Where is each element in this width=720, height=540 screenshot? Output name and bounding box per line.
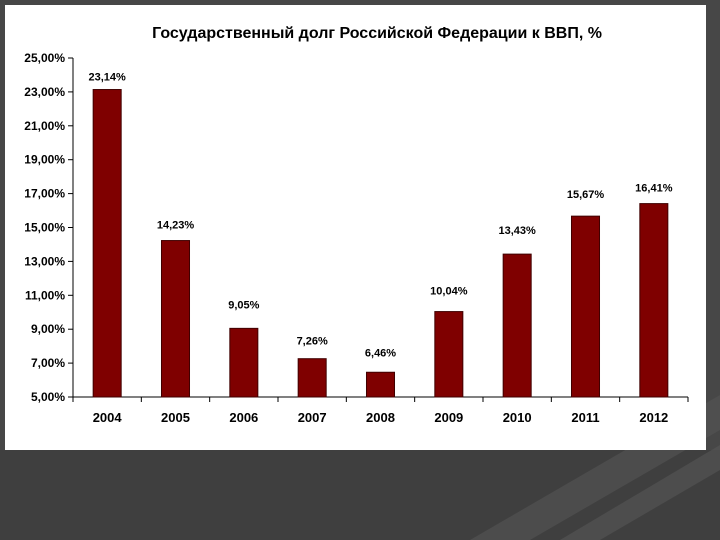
x-tick-label: 2006 [229,410,258,425]
y-tick-label: 11,00% [25,288,65,302]
data-label-2006: 9,05% [228,299,259,311]
x-tick-label: 2008 [366,410,395,425]
y-tick-label: 17,00% [24,187,65,201]
data-label-2005: 14,23% [157,220,195,232]
data-label-2012: 16,41% [635,183,673,195]
data-label-2007: 7,26% [297,336,328,348]
y-tick-label: 5,00% [31,390,65,404]
bar-2008 [365,371,396,398]
bar-2007 [297,358,327,398]
y-tick-label: 23,00% [24,85,65,99]
chart-panel: Государственный долг Российской Федераци… [5,5,706,450]
data-label-2011: 15,67% [567,189,605,201]
bar-2012 [639,203,669,398]
x-tick-label: 2011 [571,410,599,425]
x-tick-label: 2005 [161,410,190,425]
bar-2009 [434,311,464,398]
bar-2011 [570,215,601,398]
bar-2006 [229,327,259,398]
y-tick-label: 15,00% [24,221,65,235]
x-tick-label: 2004 [93,410,123,425]
bar-2005 [160,240,191,398]
data-label-2010: 13,43% [499,225,537,237]
y-axis: 5,00% 7,00% 9,00% 11,00% 13,00% 15,00% 17,00% 1… [24,51,74,404]
bar-2010 [502,253,532,398]
x-tick-label: 2012 [639,410,668,425]
bar-2004 [92,89,122,398]
y-tick-label: 7,00% [31,356,65,370]
data-label-2004: 23,14% [89,72,127,84]
x-tick-label: 2007 [298,410,327,425]
data-label-2009: 10,04% [430,286,468,298]
x-tick-label: 2010 [503,410,532,425]
x-axis: 2004 2005 2006 2007 2008 2009 2010 2011 2012 [72,396,689,425]
y-tick-label: 21,00% [24,119,65,133]
y-tick-label: 19,00% [24,153,65,167]
y-tick-label: 13,00% [24,254,65,268]
y-tick-label: 25,00% [24,51,65,65]
bar-series: 23,14% 14,23% 9,05% 7,26% 6,46% 10,04% 13,43% 1… [89,72,673,398]
y-tick-label: 9,00% [31,322,65,336]
chart-title: Государственный долг Российской Федераци… [152,25,602,42]
bar-chart: Государственный долг Российской Федераци… [24,25,689,425]
x-tick-label: 2009 [434,410,463,425]
data-label-2008: 6,46% [365,347,396,359]
